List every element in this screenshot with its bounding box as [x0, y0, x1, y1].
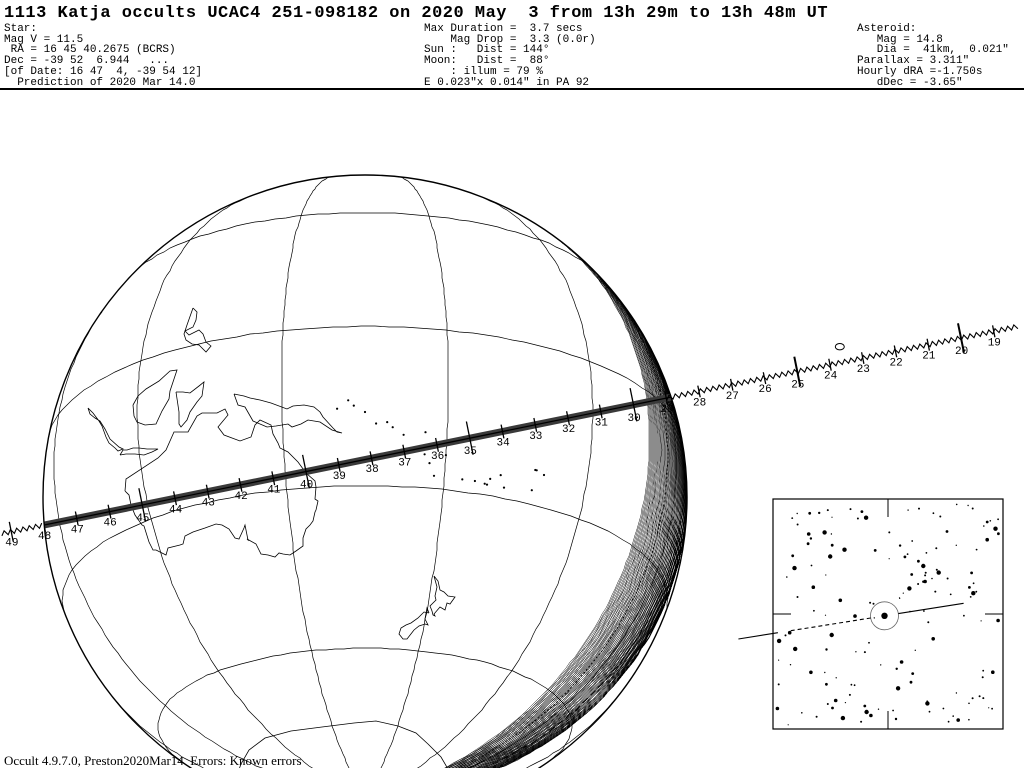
- svg-text:26: 26: [759, 384, 772, 396]
- svg-text:36: 36: [431, 451, 444, 463]
- svg-text:22: 22: [890, 357, 903, 369]
- svg-text:49: 49: [5, 538, 18, 550]
- svg-text:30: 30: [628, 413, 641, 425]
- svg-text:23: 23: [857, 364, 870, 376]
- svg-text:43: 43: [202, 498, 215, 510]
- svg-text:19: 19: [988, 337, 1001, 349]
- svg-text:44: 44: [169, 504, 183, 516]
- svg-text:48: 48: [38, 531, 51, 543]
- svg-text:45: 45: [136, 513, 149, 525]
- svg-text:33: 33: [529, 431, 542, 443]
- svg-text:41: 41: [267, 484, 281, 496]
- svg-text:47: 47: [71, 524, 84, 536]
- svg-text:24: 24: [824, 371, 838, 383]
- svg-text:39: 39: [333, 471, 346, 483]
- svg-text:42: 42: [235, 491, 248, 503]
- svg-text:27: 27: [726, 391, 739, 403]
- svg-text:28: 28: [693, 397, 706, 409]
- svg-text:40: 40: [300, 480, 313, 492]
- svg-text:31: 31: [595, 418, 609, 430]
- svg-text:29: 29: [660, 404, 673, 416]
- svg-text:21: 21: [922, 351, 936, 363]
- svg-text:46: 46: [104, 518, 117, 530]
- svg-text:34: 34: [497, 438, 511, 450]
- svg-text:32: 32: [562, 424, 575, 436]
- svg-text:20: 20: [955, 346, 968, 358]
- svg-text:25: 25: [791, 379, 804, 391]
- svg-text:37: 37: [398, 458, 411, 470]
- svg-text:35: 35: [464, 446, 477, 458]
- svg-text:38: 38: [366, 464, 379, 476]
